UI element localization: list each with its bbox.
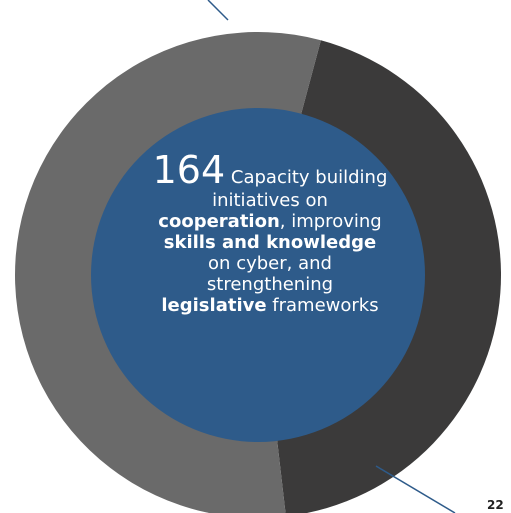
center-lead-text: Capacity building [230, 167, 388, 188]
center-line-2: initiatives on [212, 190, 328, 211]
center-bold-skills: skills and knowledge [163, 232, 377, 253]
initiative-count: 164 [152, 148, 226, 192]
leader-line-top [207, 0, 229, 21]
center-bold-legislative: legislative [161, 295, 267, 316]
center-circle [91, 108, 425, 442]
center-after-legislative: frameworks [266, 295, 379, 316]
center-bold-cooperation: cooperation [158, 211, 280, 232]
page-number: 22 [487, 498, 504, 512]
center-after-cooperation: , improving [279, 211, 382, 232]
center-label: 164 Capacity building initiatives on coo… [110, 150, 430, 316]
leader-line-bottom [375, 465, 456, 513]
center-line-6: strengthening [206, 274, 334, 295]
center-line-5: on cyber, and [208, 253, 332, 274]
